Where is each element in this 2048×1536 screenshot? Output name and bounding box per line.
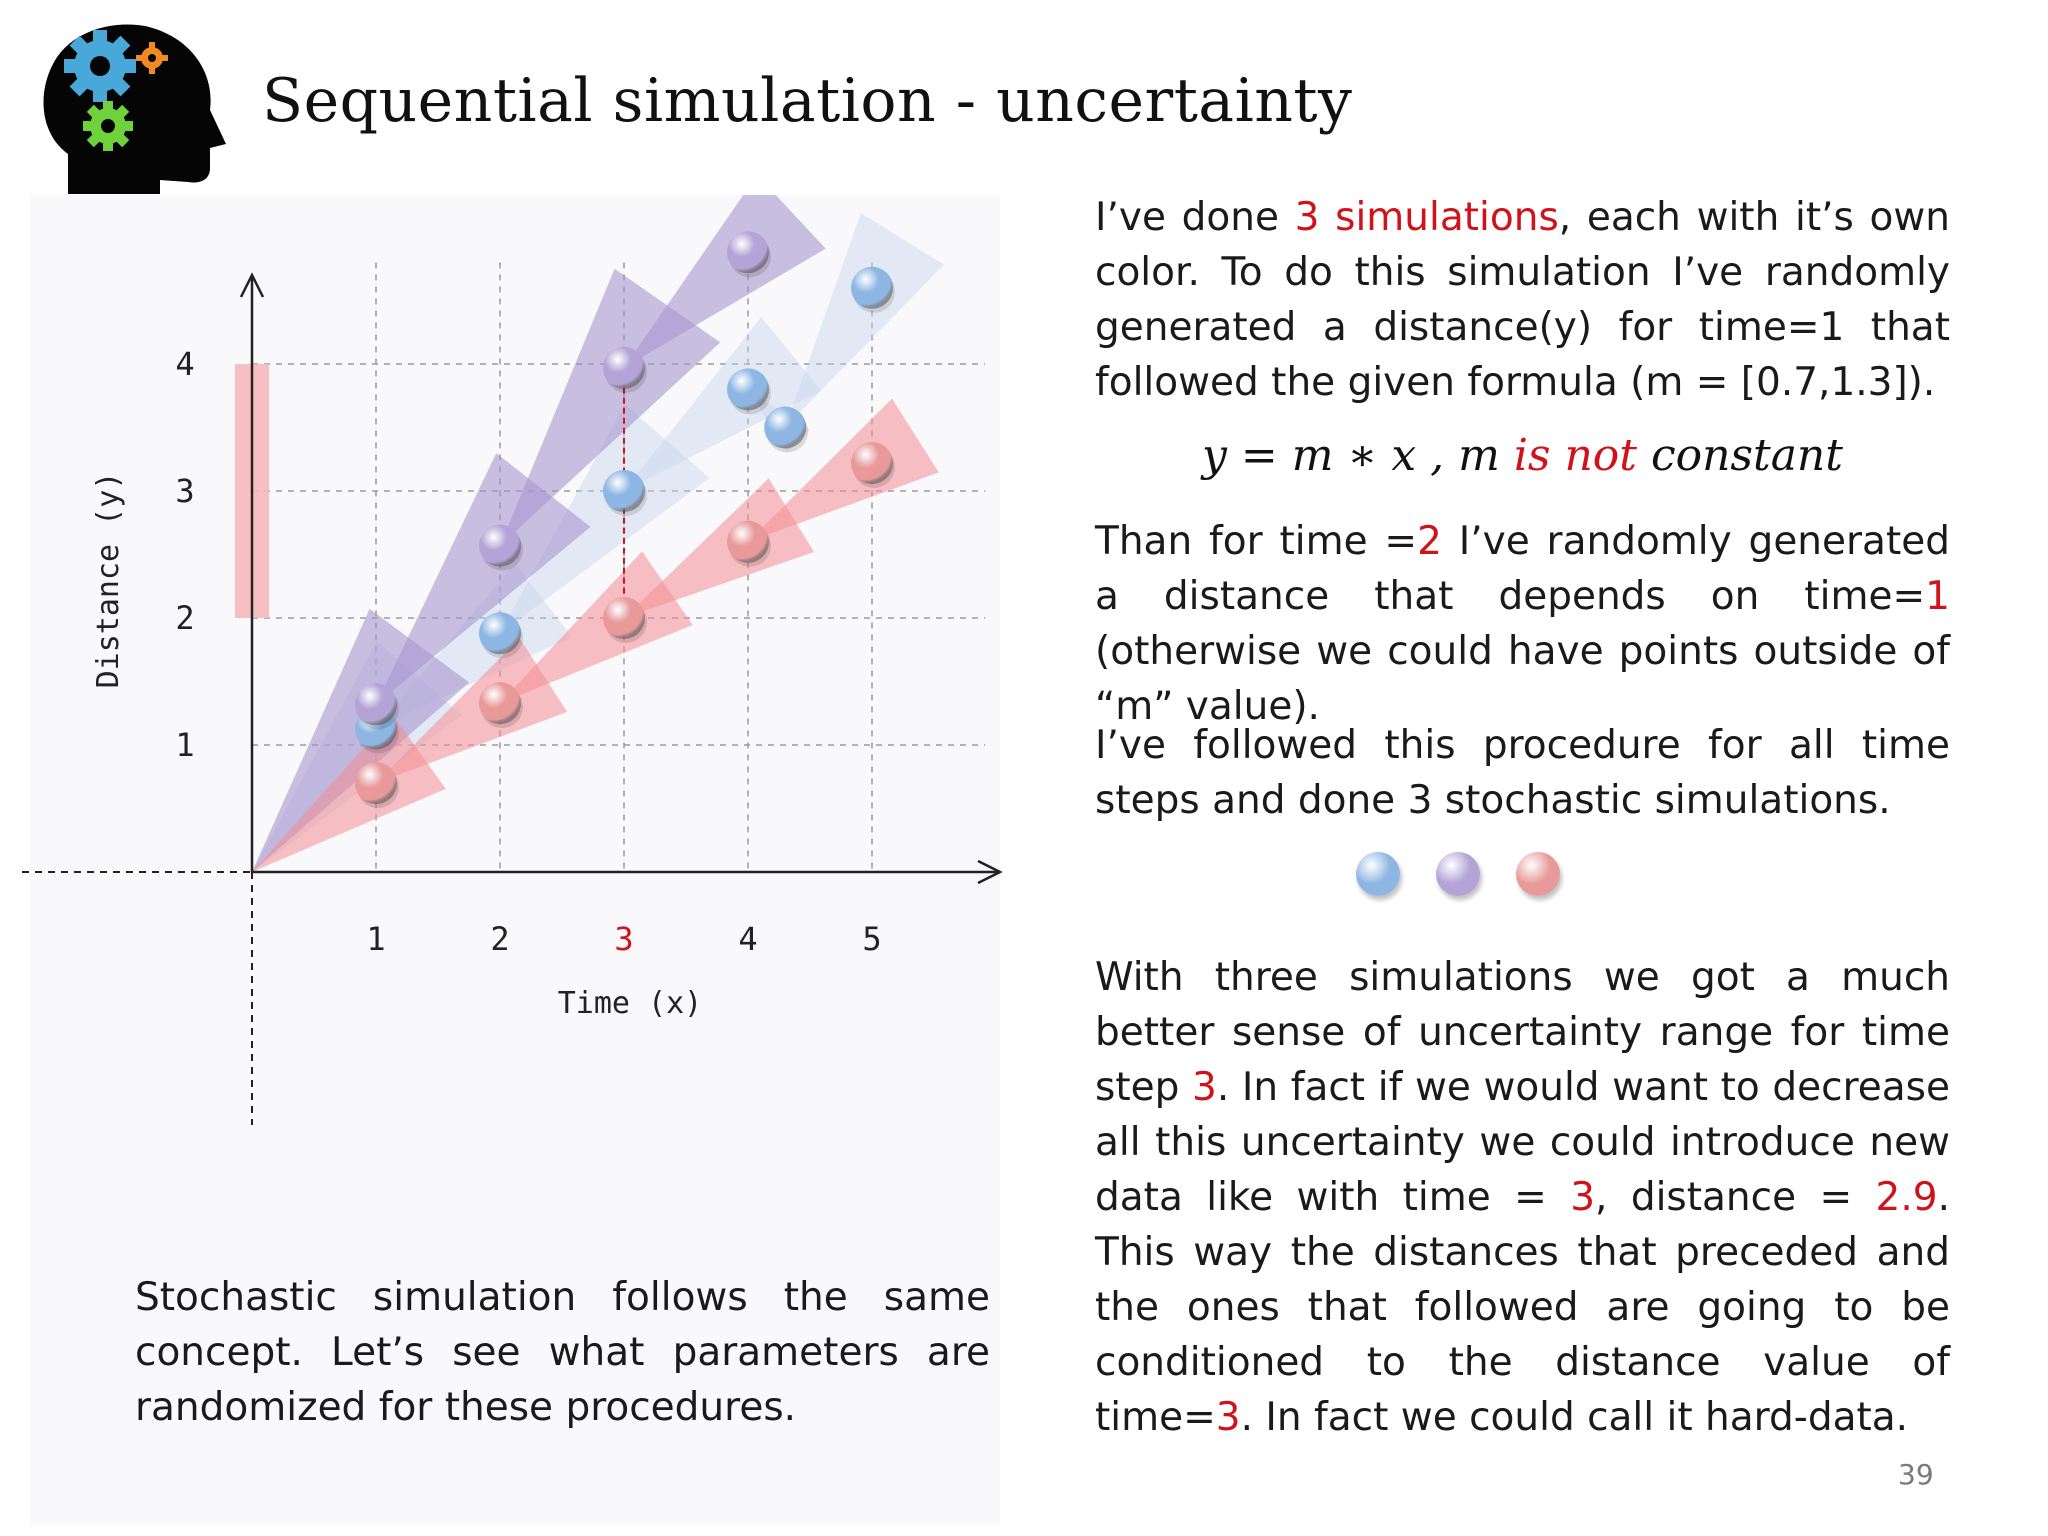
data-point — [479, 612, 521, 655]
uncertainty-cone — [748, 398, 939, 542]
uncertainty-cone — [624, 478, 815, 618]
text-segment: Than for time = — [1095, 519, 1418, 564]
data-point — [727, 520, 769, 563]
data-point — [851, 266, 893, 309]
uncertainty-cone — [624, 195, 826, 368]
text-segment: I’ve followed this procedure for all tim… — [1095, 723, 1950, 823]
data-point — [603, 470, 645, 512]
data-point — [603, 346, 645, 389]
x-tick-label: 5 — [862, 920, 881, 958]
y-axis-label: Distance (y) — [91, 472, 126, 689]
data-point — [355, 683, 397, 726]
x-tick-label: 2 — [490, 920, 509, 958]
y-axis-arrow — [239, 272, 265, 298]
legend-purple-ball — [1436, 852, 1480, 896]
y-tick-label: 3 — [175, 472, 194, 510]
formula-part: y = m ∗ x , m — [1202, 430, 1514, 481]
x-axis-label: Time (x) — [558, 986, 703, 1021]
x-axis-arrow — [977, 859, 1003, 885]
uncertainty-cone — [785, 213, 944, 428]
paragraph-uncertainty: With three simulations we got a much bet… — [1095, 950, 1950, 1445]
highlight-text: 2 — [1417, 519, 1442, 564]
y-tick-label: 1 — [175, 726, 194, 764]
data-point — [479, 682, 521, 725]
data-point — [355, 762, 397, 805]
data-point — [727, 368, 769, 411]
data-point — [603, 597, 645, 639]
uncertainty-cone — [376, 638, 568, 784]
highlight-text: 2.9 — [1875, 1175, 1938, 1220]
text-segment: I’ve done — [1095, 195, 1295, 240]
x-tick-label: 3 — [614, 920, 633, 958]
y-tick-label: 2 — [175, 599, 194, 637]
formula-part: constant — [1636, 430, 1843, 481]
y-tick-label: 4 — [175, 345, 194, 383]
uncertainty-cone — [376, 453, 591, 705]
text-segment: With three simulations we got a much bet… — [1095, 955, 1950, 1110]
slide-title: Sequential simulation - uncertainty — [262, 66, 1353, 136]
highlight-text: 3 simulations — [1294, 195, 1559, 240]
legend-red-ball — [1516, 852, 1560, 896]
data-point — [764, 406, 807, 449]
text-segment: , each with it’s own color. To do this s… — [1095, 195, 1950, 405]
legend-blue-ball — [1356, 852, 1400, 896]
uncertainty-cone — [624, 317, 822, 491]
content-panel — [30, 195, 1000, 1525]
text-segment: . In fact if we would want to decrease a… — [1095, 1065, 1951, 1220]
paragraph-procedure: I’ve followed this procedure for all tim… — [1095, 718, 1950, 828]
text-segment: , distance = — [1595, 1175, 1876, 1220]
text-segment: I’ve randomly generated a distance that … — [1095, 519, 1950, 619]
uncertainty-cone — [500, 404, 710, 634]
formula-highlight: is not — [1513, 430, 1637, 481]
head-with-gears-icon — [43, 24, 226, 195]
data-point — [851, 442, 893, 485]
paragraph-stochastic: Stochastic simulation follows the same c… — [135, 1275, 990, 1430]
highlight-text: 1 — [1925, 574, 1950, 619]
highlight-text: 3 — [1192, 1065, 1217, 1110]
highlight-text: 3 — [1570, 1175, 1596, 1220]
paragraph-simulations: I’ve done 3 simulations, each with it’s … — [1095, 190, 1950, 410]
x-tick-label: 1 — [366, 920, 385, 958]
formula: y = m ∗ x , m is not constant — [1095, 430, 1950, 481]
text-segment: (otherwise we could have points outside … — [1095, 629, 1950, 729]
x-tick-label: 4 — [738, 920, 757, 958]
text-segment: . This way the distances that preceded a… — [1095, 1175, 1950, 1440]
data-point — [727, 231, 769, 274]
page-number: 39 — [1898, 1458, 1934, 1491]
data-point — [479, 524, 521, 567]
uncertainty-cone — [500, 551, 693, 704]
highlight-text: 3 — [1215, 1395, 1241, 1440]
scatter-chart: 1 2 3 4 5 1 2 3 4 Time (x) Distance (y) — [22, 195, 1003, 1125]
text-segment: . In fact we could call it hard-data. — [1240, 1395, 1909, 1440]
uncertainty-cone — [252, 715, 446, 872]
paragraph-time-two: Than for time =2 I’ve randomly generated… — [1095, 514, 1950, 734]
